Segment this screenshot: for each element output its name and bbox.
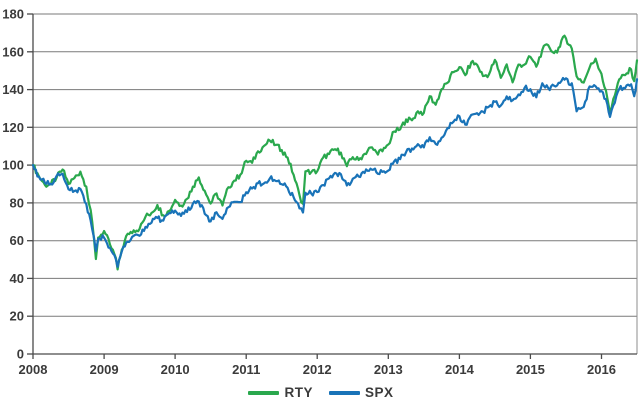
legend-label-spx: SPX bbox=[364, 385, 394, 400]
y-axis-label: 20 bbox=[10, 309, 24, 324]
data-series bbox=[31, 34, 639, 271]
y-axis-label: 80 bbox=[10, 195, 24, 210]
x-axis-label: 2010 bbox=[161, 362, 190, 377]
x-axis-label: 2012 bbox=[303, 362, 332, 377]
gridlines bbox=[33, 13, 638, 354]
x-axis-label: 2015 bbox=[516, 362, 545, 377]
axis-tick-labels: 0 20 40 60 80 100 120 140 160 180 2008 2009 2010 2011… bbox=[2, 7, 616, 378]
x-axis-label: 2008 bbox=[19, 362, 48, 377]
y-axis-label: 140 bbox=[2, 82, 24, 97]
axes bbox=[27, 13, 637, 359]
chart-legend: RTY SPX bbox=[0, 385, 642, 400]
legend-label-rty: RTY bbox=[284, 385, 313, 400]
rty-line-swatch bbox=[248, 390, 280, 395]
spx-line-swatch bbox=[328, 390, 360, 395]
legend-item-spx: SPX bbox=[328, 385, 394, 400]
x-axis-label: 2016 bbox=[587, 362, 616, 377]
y-axis-label: 120 bbox=[2, 120, 24, 135]
spx-line-series bbox=[31, 76, 639, 268]
x-axis-label: 2013 bbox=[374, 362, 403, 377]
y-axis-label: 160 bbox=[2, 44, 24, 59]
y-axis-label: 60 bbox=[10, 233, 24, 248]
x-axis-label: 2014 bbox=[445, 362, 475, 377]
legend-item-rty: RTY bbox=[248, 385, 313, 400]
y-axis-label: 100 bbox=[2, 158, 24, 173]
rty-line-series bbox=[31, 34, 639, 271]
y-axis-label: 180 bbox=[2, 7, 24, 22]
x-axis-label: 2009 bbox=[90, 362, 119, 377]
y-axis-label: 0 bbox=[17, 347, 24, 362]
x-axis-label: 2011 bbox=[232, 362, 260, 377]
y-axis-label: 40 bbox=[10, 271, 24, 286]
